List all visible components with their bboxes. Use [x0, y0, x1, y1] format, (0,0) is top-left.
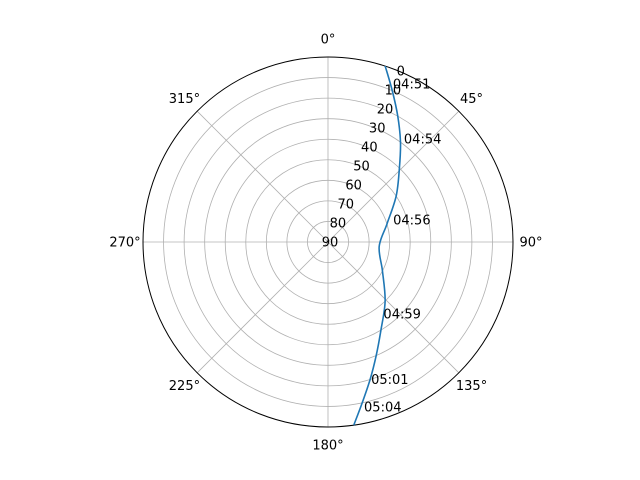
radial-tick-label: 30: [369, 122, 386, 137]
time-annotation: 04:59: [383, 308, 420, 323]
time-annotation: 04:56: [393, 213, 430, 228]
angle-tick-label: 315°: [169, 92, 200, 107]
angle-tick-label: 0°: [321, 33, 336, 48]
radial-gridline: [224, 138, 432, 346]
time-annotations: 04:51 04:54 04:56 04:59 05:01 05:04: [364, 77, 441, 415]
radial-tick-label: 40: [361, 141, 378, 156]
angle-tick-label: 135°: [456, 379, 487, 394]
angle-gridline: [327, 241, 460, 374]
radial-gridline: [183, 97, 473, 387]
angle-tick-label: 225°: [169, 379, 200, 394]
angle-gridline: [196, 110, 329, 243]
time-annotation: 04:51: [393, 77, 430, 92]
radial-tick-label: 80: [330, 217, 347, 232]
polar-grid: [142, 56, 514, 428]
angle-tick-label: 45°: [460, 92, 483, 107]
series-line: [353, 65, 402, 426]
radial-gridline: [265, 179, 391, 305]
radial-tick-label: 70: [337, 198, 354, 213]
tick-labels: 0° 45° 90° 135° 180° 225° 270° 315° 0 10 20 30 40 50 6…: [109, 33, 542, 454]
angle-tick-label: 270°: [109, 236, 140, 251]
radial-tick-label: 0: [397, 65, 405, 80]
series-layer: [353, 65, 402, 426]
radial-gridline: [245, 159, 411, 325]
radial-tick-label: 50: [353, 160, 370, 175]
time-annotation: 05:01: [371, 373, 408, 388]
angle-tick-label: 90°: [519, 236, 542, 251]
radial-tick-label: 60: [345, 179, 362, 194]
radial-gridline: [286, 200, 370, 284]
time-annotation: 05:04: [364, 400, 401, 415]
radial-gridline: [204, 118, 452, 366]
angle-tick-label: 180°: [312, 439, 343, 454]
radial-tick-label: 10: [385, 84, 402, 99]
radial-gridline: [163, 77, 493, 407]
radial-gridline: [307, 221, 349, 263]
radial-tick-label: 90: [322, 236, 339, 251]
radial-tick-label: 20: [377, 103, 394, 118]
angle-gridline: [196, 241, 329, 374]
angle-gridline: [327, 110, 460, 243]
polar-frame: [142, 56, 514, 428]
time-annotation: 04:54: [404, 132, 441, 147]
